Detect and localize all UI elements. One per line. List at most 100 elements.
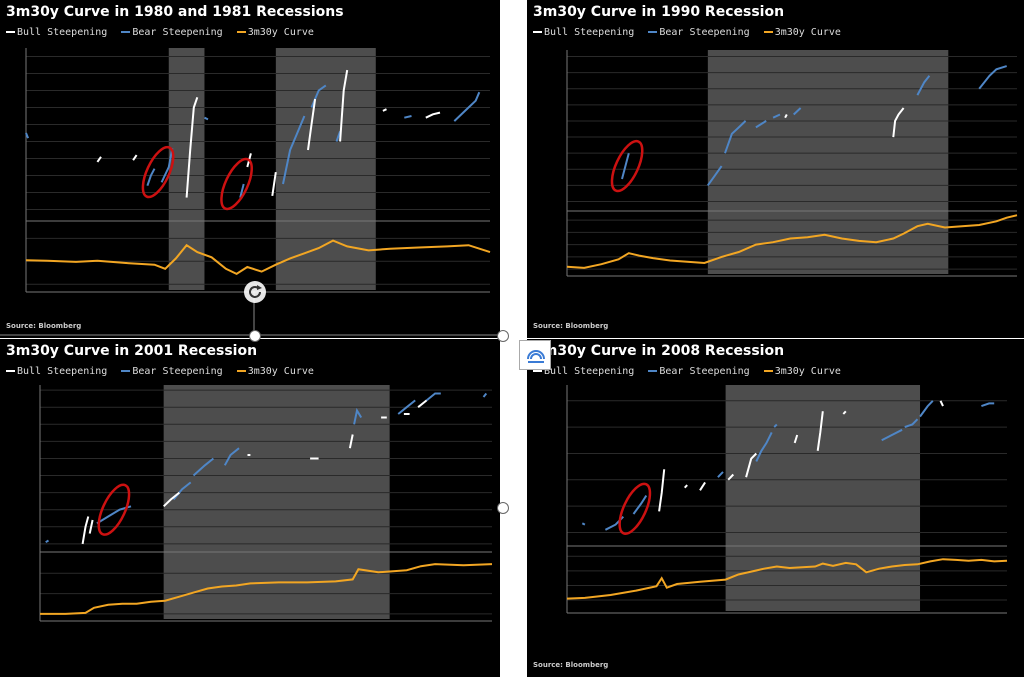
- series-bear-segment: [916, 75, 931, 96]
- chart-panel-1990: 3m30y Curve in 1990 Recession Bull Steep…: [527, 0, 1024, 338]
- series-bull-segment: [132, 154, 138, 161]
- series-bear-segment: [482, 392, 488, 398]
- series-bear-segment: [904, 418, 919, 429]
- series-bear-segment: [755, 431, 773, 462]
- legend-bear: Bear Steepening: [121, 27, 223, 38]
- series-bear-segment: [773, 423, 778, 428]
- series-bull-segment: [81, 516, 90, 545]
- legend-curve: 3m30y Curve: [763, 366, 841, 377]
- chart-panel-2008: 3m30y Curve in 2008 Recession Bull Steep…: [527, 339, 1024, 677]
- layout-icon[interactable]: [519, 340, 551, 370]
- series-bear-segment: [453, 91, 481, 122]
- series-bear-segment: [404, 115, 412, 119]
- series-bull-segment: [425, 111, 441, 119]
- chart-title: 3m30y Curve in 2001 Recession: [6, 343, 258, 359]
- series-bear-segment: [706, 165, 723, 186]
- legend-bear: Bear Steepening: [648, 366, 750, 377]
- series-bull-segment: [339, 69, 349, 142]
- series-bear-segment: [223, 447, 240, 466]
- legend-curve: 3m30y Curve: [236, 27, 314, 38]
- chart-svg-4: [566, 385, 1008, 614]
- chart-panel-2001: 3m30y Curve in 2001 Recession Bull Steep…: [0, 339, 500, 677]
- rotate-icon[interactable]: [243, 280, 267, 304]
- series-bear-segment: [335, 130, 342, 142]
- series-bear-segment: [45, 539, 50, 544]
- series-bull-segment: [348, 434, 354, 449]
- chart-legend: Bull Steepening Bear Steepening 3m30y Cu…: [533, 27, 849, 38]
- series-bear-segment: [581, 522, 586, 526]
- series-bull-segment: [658, 469, 666, 512]
- highlight-circle: [610, 139, 644, 193]
- series-bear-segment: [755, 120, 767, 129]
- series-bull-segment: [382, 108, 387, 112]
- recession-band: [725, 385, 921, 611]
- series-bear-segment: [192, 457, 215, 477]
- series-bull-segment: [842, 410, 847, 415]
- series-bear-segment: [239, 183, 245, 198]
- series-bull-segment: [271, 171, 277, 197]
- highlight-circle: [618, 482, 652, 535]
- series-bear-segment: [146, 168, 156, 187]
- series-bear-segment: [397, 399, 416, 415]
- highlight-circle: [97, 483, 131, 536]
- resize-handle-right-middle[interactable]: [497, 330, 509, 342]
- legend-bull: Bull Steepening: [533, 27, 634, 38]
- recession-band: [707, 50, 949, 274]
- legend-curve: 3m30y Curve: [236, 366, 314, 377]
- series-bear-segment: [621, 152, 630, 180]
- series-bull-segment: [816, 411, 824, 451]
- source-label: Source: Bloomberg: [533, 661, 609, 669]
- chart-title: 3m30y Curve in 1990 Recession: [533, 4, 785, 20]
- series-bull-segment: [784, 114, 788, 119]
- chart-svg-3: [39, 385, 493, 622]
- series-bear-segment: [724, 120, 747, 154]
- highlight-circle: [141, 145, 175, 199]
- series-curve-line: [566, 214, 1018, 269]
- series-bull-segment: [939, 400, 944, 407]
- series-bear-segment: [632, 495, 648, 515]
- recession-band: [168, 48, 205, 290]
- legend-bull: Bull Steepening: [6, 27, 107, 38]
- series-bull-segment: [892, 107, 905, 138]
- legend-bull: Bull Steepening: [533, 366, 634, 377]
- legend-curve: 3m30y Curve: [763, 27, 841, 38]
- series-bear-segment: [353, 407, 363, 425]
- resize-handle-bottom-center[interactable]: [249, 330, 261, 342]
- chart-title: 3m30y Curve in 2008 Recession: [533, 343, 785, 359]
- series-bear-segment: [978, 65, 1007, 90]
- series-bull-segment: [96, 156, 102, 163]
- chart-panel-1980-1981: 3m30y Curve in 1980 and 1981 Recessions …: [0, 0, 500, 338]
- source-label: Source: Bloomberg: [6, 322, 82, 330]
- series-bull-segment: [163, 491, 180, 508]
- series-bear-segment: [160, 148, 174, 183]
- series-bull-segment: [793, 434, 799, 444]
- series-bear-segment: [282, 115, 306, 185]
- legend-bull: Bull Steepening: [6, 366, 107, 377]
- recession-band: [275, 48, 376, 290]
- series-bull-segment: [185, 96, 199, 198]
- series-bear-segment: [881, 428, 903, 442]
- chart-svg-2: [566, 50, 1018, 277]
- series-bull-segment: [88, 519, 94, 534]
- series-bear-segment: [793, 107, 802, 116]
- chart-legend: Bull Steepening Bear Steepening 3m30y Cu…: [6, 366, 322, 377]
- series-bear-segment: [425, 392, 441, 402]
- highlight-circle: [220, 157, 253, 211]
- source-label: Source: Bloomberg: [533, 322, 609, 330]
- series-bear-segment: [772, 113, 781, 119]
- series-bear-segment: [981, 402, 995, 408]
- series-bear-segment: [25, 132, 30, 139]
- chart-legend: Bull Steepening Bear Steepening 3m30y Cu…: [533, 366, 849, 377]
- series-bear-segment: [919, 400, 934, 418]
- legend-bear: Bear Steepening: [121, 366, 223, 377]
- chart-svg-1: [25, 48, 491, 293]
- legend-bear: Bear Steepening: [648, 27, 750, 38]
- resize-handle-right-lower[interactable]: [497, 502, 509, 514]
- series-bull-segment: [727, 473, 735, 481]
- series-curve-line: [25, 239, 491, 276]
- series-bear-segment: [204, 116, 209, 121]
- series-bull-segment: [699, 481, 706, 491]
- series-bull-segment: [417, 399, 428, 408]
- chart-title: 3m30y Curve in 1980 and 1981 Recessions: [6, 4, 344, 20]
- chart-legend: Bull Steepening Bear Steepening 3m30y Cu…: [6, 27, 322, 38]
